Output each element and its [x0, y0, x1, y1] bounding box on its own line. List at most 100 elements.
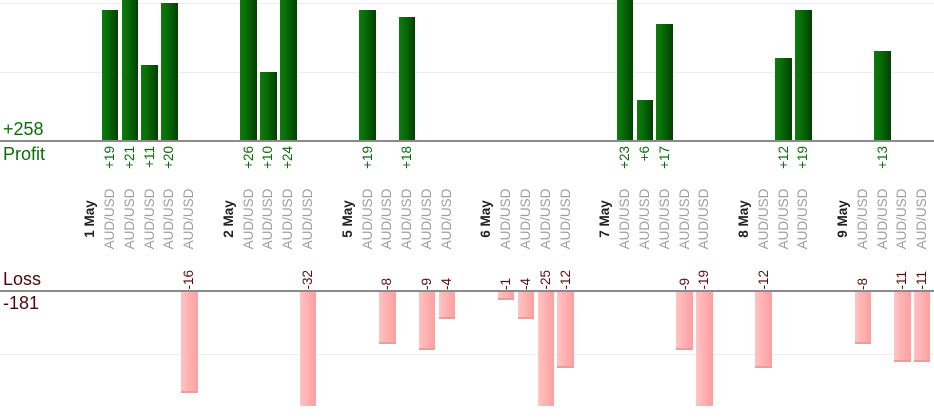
symbol-label: AUD/USD [557, 188, 573, 250]
symbol-label: AUD/USD [359, 188, 375, 250]
profit-bar [398, 16, 416, 141]
loss-bar [299, 292, 317, 406]
profit-value-label: +21 [121, 146, 137, 169]
profit-value-label: +12 [775, 146, 791, 169]
loss-bar [854, 292, 872, 344]
profit-value-label: +17 [656, 146, 672, 169]
loss-bar [557, 292, 574, 369]
symbol-label: AUD/USD [418, 188, 434, 250]
loss-bar [497, 292, 515, 301]
loss-value-label: -12 [755, 270, 771, 290]
symbol-label: AUD/USD [240, 188, 256, 250]
profit-bar [101, 9, 119, 141]
loss-value-label: -11 [894, 271, 910, 290]
date-label: 5 May [339, 200, 355, 238]
symbol-label: AUD/USD [854, 188, 870, 250]
symbol-label: AUD/USD [121, 188, 137, 250]
symbol-label: AUD/USD [755, 188, 771, 250]
profit-axis-line [0, 140, 934, 142]
loss-value-label: -9 [676, 277, 692, 290]
loss-bar [676, 292, 693, 350]
loss-value-label: -1 [498, 277, 514, 290]
loss-value-label: -8 [379, 277, 395, 290]
profit-value-label: +19 [795, 146, 811, 169]
date-label: 6 May [478, 200, 494, 238]
loss-value-label: -25 [537, 270, 553, 290]
profit-bar [141, 65, 158, 141]
loss-plot-area [0, 292, 934, 406]
profit-bar [874, 51, 891, 141]
loss-bar [755, 292, 772, 369]
profit-bar [636, 99, 654, 141]
profit-bar [240, 0, 257, 141]
symbol-label: AUD/USD [894, 188, 910, 250]
profit-gridline [0, 3, 934, 4]
loss-bar [418, 292, 436, 350]
symbol-label: AUD/USD [656, 188, 672, 250]
symbol-label: AUD/USD [874, 188, 890, 250]
profit-bar [260, 72, 277, 141]
profit-bar [795, 9, 812, 141]
loss-axis-line [0, 290, 934, 292]
loss-value-label: -19 [696, 270, 712, 290]
profit-bar [656, 23, 673, 141]
profit-gridline [0, 72, 934, 73]
symbol-label: AUD/USD [280, 188, 296, 250]
loss-bar [537, 292, 555, 406]
symbol-label: AUD/USD [914, 188, 930, 250]
symbol-label: AUD/USD [399, 188, 415, 250]
profit-value-label: +20 [161, 146, 177, 169]
profit-bar [121, 0, 139, 141]
symbol-label: AUD/USD [438, 188, 454, 250]
profit-total-label: +258 [3, 119, 44, 139]
loss-bar [696, 292, 713, 406]
date-label: 9 May [834, 200, 850, 238]
profit-value-label: +10 [260, 146, 276, 169]
loss-bar [517, 292, 535, 319]
loss-value-label: -16 [181, 270, 197, 290]
symbol-label: AUD/USD [518, 188, 534, 250]
profit-value-label: +6 [636, 146, 652, 162]
symbol-label: AUD/USD [379, 188, 395, 250]
loss-bar [894, 292, 911, 363]
profit-value-label: +26 [240, 146, 256, 169]
symbol-label: AUD/USD [676, 188, 692, 250]
loss-value-label: -32 [300, 270, 316, 290]
symbol-label: AUD/USD [181, 188, 197, 250]
symbol-label: AUD/USD [696, 188, 712, 250]
profit-value-label: +24 [280, 146, 296, 169]
date-label: 7 May [597, 200, 613, 238]
profit-bar [161, 3, 178, 141]
profit-axis-label: Profit [3, 144, 46, 164]
loss-value-label: -8 [854, 277, 870, 290]
loss-bar [438, 292, 456, 319]
profit-value-label: +23 [617, 146, 633, 169]
loss-value-label: -12 [557, 270, 573, 290]
loss-bar [379, 292, 396, 344]
symbol-label: AUD/USD [260, 188, 276, 250]
symbol-label: AUD/USD [300, 188, 316, 250]
symbol-label: AUD/USD [498, 188, 514, 250]
profit-value-label: +13 [874, 146, 890, 169]
symbol-label: AUD/USD [141, 188, 157, 250]
date-label: 8 May [735, 200, 751, 238]
date-label: 2 May [220, 200, 236, 238]
symbol-label: AUD/USD [161, 188, 177, 250]
symbol-label: AUD/USD [775, 188, 791, 250]
symbol-label: AUD/USD [636, 188, 652, 250]
symbol-label: AUD/USD [102, 188, 117, 250]
symbol-label: AUD/USD [617, 188, 633, 250]
profit-bar [359, 9, 376, 141]
profit-plot-area [0, 0, 934, 141]
loss-value-label: -4 [518, 277, 534, 290]
profit-bar [616, 0, 634, 141]
loss-gridline [0, 354, 934, 355]
loss-value-label: -11 [914, 271, 930, 290]
profit-value-label: +19 [359, 146, 375, 169]
symbol-label: AUD/USD [537, 188, 553, 250]
symbol-label: AUD/USD [795, 188, 811, 250]
loss-bar [181, 292, 198, 394]
date-label: 1 May [82, 200, 98, 238]
loss-value-label: -4 [438, 277, 454, 290]
